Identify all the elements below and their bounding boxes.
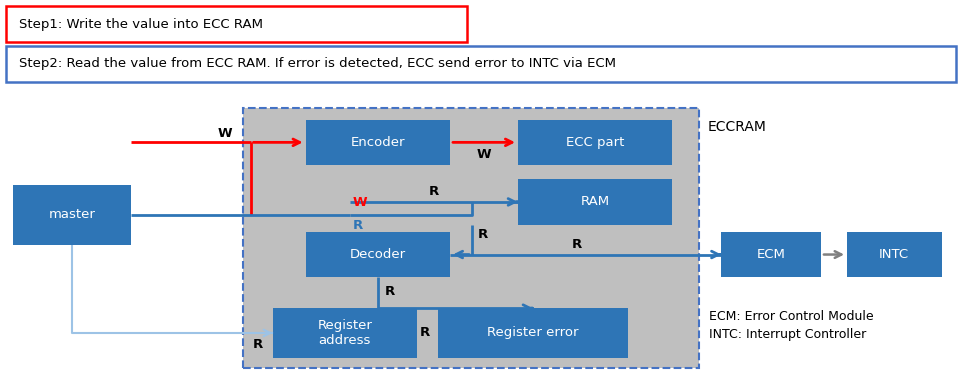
Text: W: W bbox=[352, 196, 367, 209]
Text: ECC part: ECC part bbox=[566, 136, 624, 149]
Text: Register
address: Register address bbox=[317, 319, 372, 347]
FancyBboxPatch shape bbox=[847, 232, 942, 277]
FancyBboxPatch shape bbox=[7, 7, 467, 42]
FancyBboxPatch shape bbox=[306, 119, 450, 165]
FancyBboxPatch shape bbox=[438, 308, 627, 358]
Text: W: W bbox=[218, 128, 233, 141]
FancyBboxPatch shape bbox=[721, 232, 821, 277]
Text: master: master bbox=[49, 208, 96, 221]
Text: ECCRAM: ECCRAM bbox=[707, 119, 766, 134]
Text: Step1: Write the value into ECC RAM: Step1: Write the value into ECC RAM bbox=[19, 18, 263, 31]
Text: R: R bbox=[572, 237, 582, 250]
Text: RAM: RAM bbox=[581, 195, 610, 208]
Text: R: R bbox=[429, 185, 439, 198]
Text: R: R bbox=[253, 338, 262, 351]
Text: Step2: Read the value from ECC RAM. If error is detected, ECC send error to INTC: Step2: Read the value from ECC RAM. If e… bbox=[19, 57, 617, 70]
FancyBboxPatch shape bbox=[7, 46, 955, 82]
Text: R: R bbox=[385, 285, 396, 298]
Text: Register error: Register error bbox=[487, 326, 579, 339]
Text: ECM: ECM bbox=[757, 248, 786, 261]
Text: Decoder: Decoder bbox=[349, 248, 406, 261]
Text: R: R bbox=[420, 326, 430, 339]
FancyBboxPatch shape bbox=[272, 308, 417, 358]
Text: R: R bbox=[352, 219, 363, 232]
Text: Encoder: Encoder bbox=[350, 136, 405, 149]
FancyBboxPatch shape bbox=[14, 185, 131, 245]
Text: INTC: INTC bbox=[879, 248, 909, 261]
FancyBboxPatch shape bbox=[306, 232, 450, 277]
Text: W: W bbox=[477, 148, 491, 161]
Text: R: R bbox=[478, 228, 488, 241]
FancyBboxPatch shape bbox=[518, 119, 673, 165]
FancyBboxPatch shape bbox=[518, 179, 673, 225]
Text: ECM: Error Control Module
INTC: Interrupt Controller: ECM: Error Control Module INTC: Interrup… bbox=[709, 310, 874, 341]
FancyBboxPatch shape bbox=[242, 108, 700, 368]
